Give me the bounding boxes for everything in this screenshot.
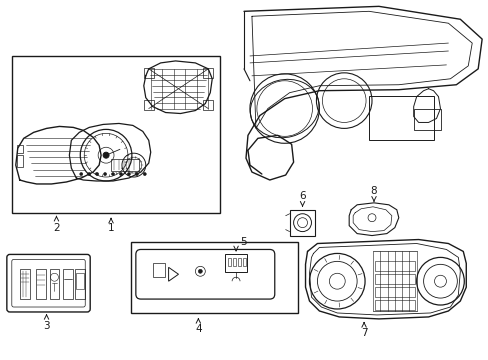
Text: 7: 7 [360,328,366,338]
Circle shape [103,152,109,158]
Bar [76,273,84,289]
Bar [75,269,85,299]
Bar [203,100,213,109]
Text: 1: 1 [107,222,114,233]
Circle shape [143,172,146,176]
Text: 6: 6 [299,191,305,201]
Bar [17,145,22,153]
Text: 2: 2 [53,222,60,233]
Circle shape [119,172,122,176]
Circle shape [198,269,202,273]
Circle shape [87,172,90,176]
Bar [12,56,220,213]
Bar [36,269,45,299]
Bar [143,68,153,78]
Bar [224,255,246,272]
Text: 3: 3 [43,321,50,331]
Text: 8: 8 [370,186,377,196]
Bar [368,96,433,140]
Bar [111,159,139,171]
Bar [289,210,315,235]
Bar [131,242,297,313]
Bar [374,287,414,297]
Bar [233,258,236,266]
Bar [17,155,22,167]
Bar [49,269,60,299]
Circle shape [111,172,114,176]
Bar [374,300,414,310]
Bar [413,109,441,130]
Bar [374,261,414,271]
Bar [143,100,153,109]
Bar [63,269,73,299]
Bar [243,258,245,266]
Bar [238,258,241,266]
Bar [152,264,164,277]
Circle shape [103,172,106,176]
Circle shape [80,172,82,176]
Bar [374,274,414,284]
Circle shape [135,172,138,176]
Circle shape [96,172,99,176]
Bar [203,68,213,78]
Bar [20,269,30,299]
Text: 5: 5 [239,237,246,247]
Circle shape [127,172,130,176]
Bar [228,258,231,266]
Text: 4: 4 [195,324,201,334]
